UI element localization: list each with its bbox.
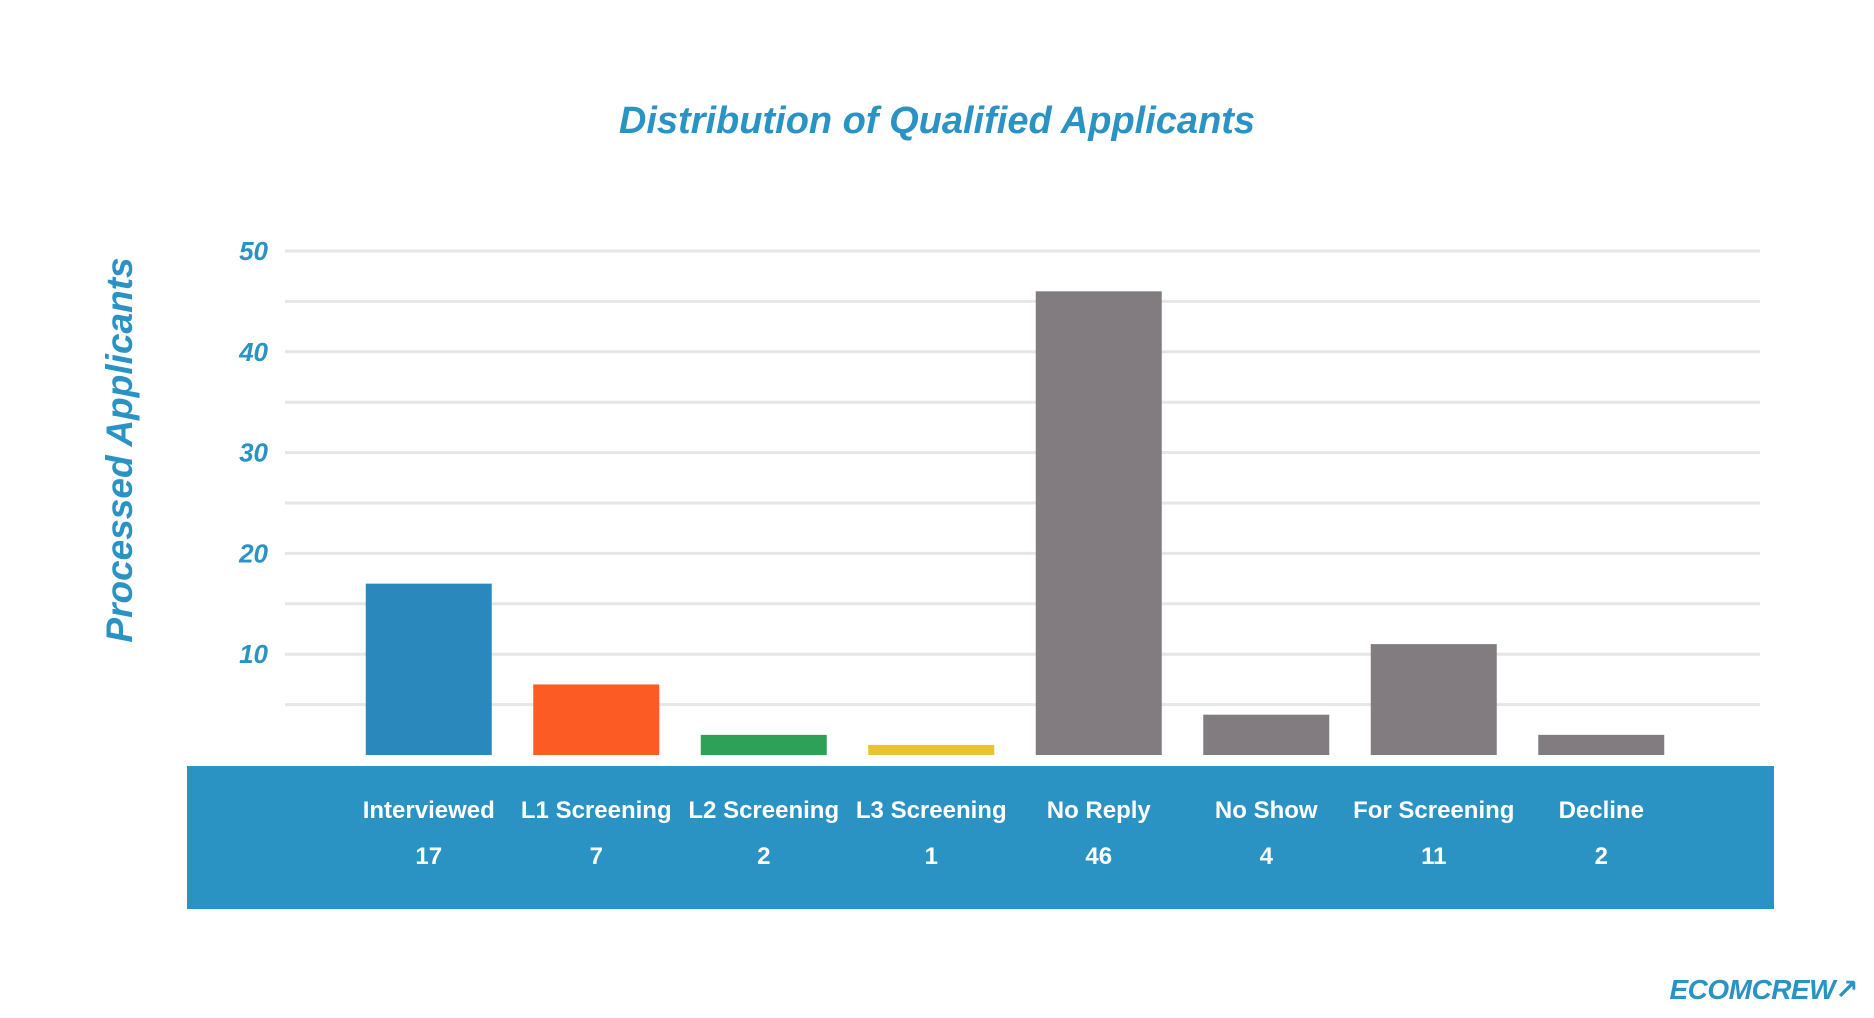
category-label: L3 Screening bbox=[856, 797, 1007, 824]
value-label: 11 bbox=[1421, 843, 1446, 870]
value-label: 2 bbox=[757, 843, 770, 870]
value-label: 1 bbox=[925, 843, 938, 870]
value-labels: 17 7 2 1 46 4 11 2 bbox=[415, 843, 1608, 870]
category-label: No Reply bbox=[1047, 797, 1152, 824]
brand-logo-text: ECOMCREW bbox=[1669, 974, 1836, 1005]
value-label: 2 bbox=[1595, 843, 1608, 870]
category-label: No Show bbox=[1215, 797, 1318, 824]
bar-no-show bbox=[1203, 714, 1330, 755]
chart-title: Distribution of Qualified Applicants bbox=[618, 100, 1256, 142]
bar-l3-screening bbox=[868, 744, 995, 755]
bar-no-reply bbox=[1035, 291, 1162, 755]
category-label: Interviewed bbox=[363, 797, 495, 824]
bar-interviewed bbox=[365, 583, 492, 755]
category-label-band bbox=[187, 766, 1774, 909]
category-label: Decline bbox=[1559, 797, 1644, 824]
value-label: 4 bbox=[1260, 843, 1274, 870]
category-label: L1 Screening bbox=[521, 797, 672, 824]
category-label: For Screening bbox=[1353, 797, 1514, 824]
category-labels: Interviewed L1 Screening L2 Screening L3 Sc… bbox=[363, 797, 1644, 824]
arrow-up-right-icon: ↗ bbox=[1835, 974, 1858, 1005]
bar-l2-screening bbox=[700, 734, 827, 755]
y-tick-label: 30 bbox=[239, 438, 268, 468]
brand-logo: ECOMCREW↗ bbox=[1669, 973, 1858, 1006]
bar-decline bbox=[1538, 734, 1665, 755]
value-label: 17 bbox=[415, 843, 442, 870]
y-tick-label: 40 bbox=[238, 337, 268, 367]
y-tick-label: 50 bbox=[239, 236, 268, 266]
y-tick-label: 10 bbox=[239, 639, 268, 669]
value-label: 46 bbox=[1085, 843, 1112, 870]
y-axis-ticks: 10 20 30 40 50 bbox=[238, 236, 268, 669]
y-tick-label: 20 bbox=[238, 538, 268, 568]
bars bbox=[365, 291, 1665, 755]
category-label: L2 Screening bbox=[688, 797, 839, 824]
gridlines bbox=[285, 249, 1760, 707]
bar-l1-screening bbox=[533, 684, 660, 755]
value-label: 7 bbox=[590, 843, 603, 870]
bar-for-screening bbox=[1370, 644, 1497, 755]
